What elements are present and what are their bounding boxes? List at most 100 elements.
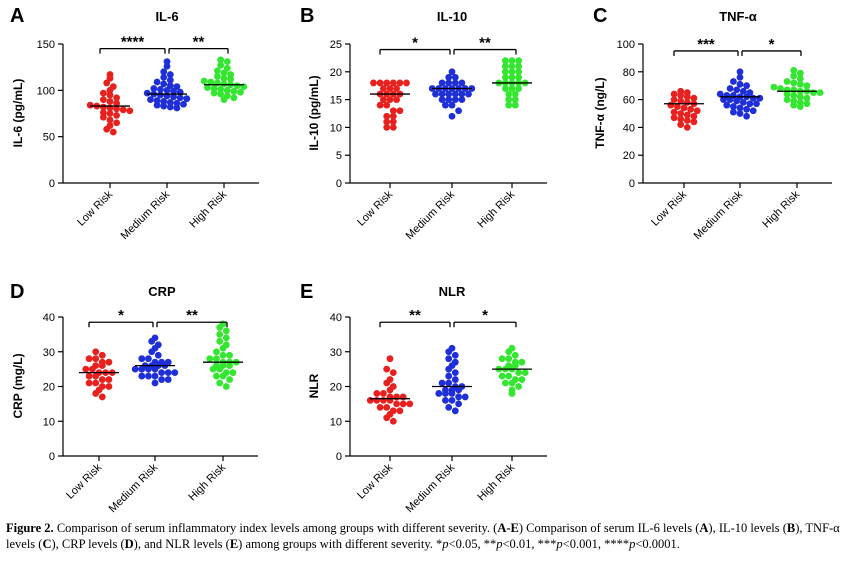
x-category-label: Medium Risk <box>404 188 458 242</box>
data-point <box>442 101 449 109</box>
data-point <box>451 407 459 415</box>
data-point <box>442 390 449 397</box>
data-point <box>448 390 456 397</box>
x-category-label: High Risk <box>475 461 517 503</box>
data-point <box>498 355 506 363</box>
data-point <box>158 376 166 383</box>
y-tick-label: 20 <box>43 382 55 394</box>
data-point <box>213 348 220 356</box>
y-tick-label: 25 <box>330 39 342 51</box>
y-axis-label: IL-6 (pg/mL) <box>11 79 25 148</box>
sig-label: * <box>769 36 775 53</box>
caption-p-symbol: p <box>496 536 503 551</box>
x-category-label: Low Risk <box>355 461 395 501</box>
data-point <box>383 414 391 422</box>
data-point <box>743 105 750 113</box>
data-point <box>445 348 453 356</box>
data-point <box>451 351 459 359</box>
data-point <box>438 96 446 103</box>
data-point <box>448 397 456 404</box>
data-point <box>105 376 113 383</box>
data-point <box>166 76 174 84</box>
caption-text: <0.001, <box>562 536 605 551</box>
x-category-label: Low Risk <box>355 188 395 228</box>
y-tick-label: 0 <box>629 178 635 190</box>
data-point <box>92 390 100 397</box>
data-point <box>89 365 96 373</box>
data-point <box>213 372 220 380</box>
data-point <box>207 78 215 86</box>
data-point <box>389 79 397 87</box>
chart-panel-b: B IL-10 IL-10 (pg/mL) 0 5 10 15 20 25 Low Risk Med… <box>300 5 547 242</box>
data-point <box>790 72 798 80</box>
data-point <box>206 355 214 363</box>
data-point <box>783 78 791 85</box>
y-tick-label: 60 <box>623 95 635 107</box>
sig-label: ** <box>479 35 491 52</box>
data-point <box>383 101 391 109</box>
x-category-label: High Risk <box>475 188 517 230</box>
data-point <box>783 96 791 103</box>
data-point <box>157 91 164 99</box>
data-point <box>739 98 747 106</box>
data-point <box>389 112 397 120</box>
data-point <box>677 92 685 99</box>
data-point <box>502 73 509 81</box>
panel-title: TNF-α <box>719 9 757 24</box>
data-point <box>386 85 394 92</box>
data-point <box>736 73 744 81</box>
data-point <box>803 100 811 108</box>
data-point <box>100 89 107 97</box>
data-point <box>736 104 744 112</box>
data-point <box>170 87 178 95</box>
data-point <box>515 369 522 376</box>
sig-label: * <box>118 307 124 324</box>
data-point <box>445 365 453 373</box>
data-point <box>730 78 737 85</box>
caption-sig-symbol: ** <box>483 536 497 551</box>
caption-text: <0.0001. <box>635 536 680 551</box>
data-point <box>103 79 111 87</box>
data-point <box>816 89 824 97</box>
y-tick-label: 5 <box>336 150 342 162</box>
sig-label: * <box>412 35 418 52</box>
data-point <box>92 348 100 356</box>
data-point <box>720 96 727 103</box>
data-point <box>448 112 456 120</box>
data-point <box>85 379 93 387</box>
data-point <box>505 96 513 103</box>
data-point <box>445 79 453 87</box>
caption-p-symbol: p <box>442 536 449 551</box>
data-point <box>511 90 519 98</box>
data-point <box>138 372 146 380</box>
data-point <box>220 80 228 88</box>
data-point <box>448 68 456 76</box>
sig-label: * <box>482 307 488 324</box>
data-point <box>145 372 152 380</box>
data-point <box>455 400 462 408</box>
data-point <box>716 90 724 98</box>
data-point <box>796 69 804 77</box>
y-tick-label: 0 <box>336 451 342 463</box>
data-point <box>393 85 400 92</box>
data-point <box>683 111 691 119</box>
data-point <box>508 73 516 81</box>
data-point <box>163 86 171 94</box>
data-point <box>389 124 397 131</box>
caption-panel-ref: D <box>124 536 134 551</box>
data-point <box>214 73 221 80</box>
data-point <box>670 108 678 116</box>
chart-panel-c: C TNF-α TNF-α (ng/L) 0 20 40 60 80 100 Low Risk Me… <box>593 5 832 242</box>
figure-caption: Figure 2. Comparison of serum inflammato… <box>6 521 856 552</box>
data-point <box>502 85 509 92</box>
data-point <box>723 101 731 109</box>
data-point <box>518 358 526 366</box>
data-point <box>216 365 224 373</box>
data-point <box>448 101 456 109</box>
y-tick-label: 30 <box>43 347 55 359</box>
panel-letter: D <box>10 281 24 303</box>
data-point <box>690 94 698 102</box>
data-point <box>106 116 114 124</box>
data-point <box>180 100 187 108</box>
data-point <box>432 90 439 98</box>
